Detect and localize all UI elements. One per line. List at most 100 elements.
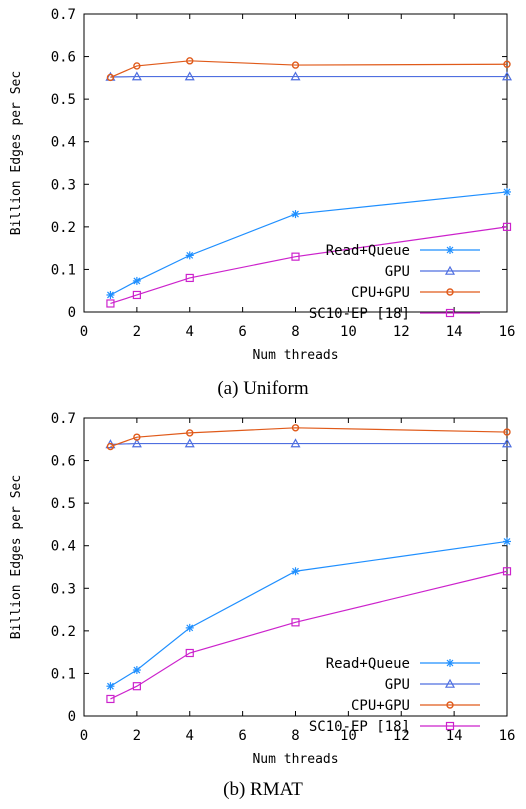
data-point (106, 73, 115, 82)
data-point (291, 210, 300, 219)
data-point (106, 694, 115, 704)
data-point (106, 682, 115, 691)
legend-label: SC10-EP [18] (309, 719, 410, 735)
x-tick-label: 10 (340, 728, 357, 744)
legend-marker (446, 246, 454, 254)
legend-label: Read+Queue (326, 243, 410, 259)
data-point (501, 438, 513, 448)
x-tick-label: 12 (393, 324, 410, 340)
data-point (291, 61, 300, 69)
x-tick-label: 12 (393, 728, 410, 744)
x-tick-label: 4 (186, 324, 194, 340)
legend-marker (444, 265, 456, 275)
data-point (184, 71, 195, 81)
x-axis-label: Num threads (252, 348, 338, 363)
series-line (110, 191, 508, 296)
data-point (132, 666, 141, 675)
legend-label: CPU+GPU (351, 698, 410, 714)
x-tick-label: 8 (291, 728, 299, 744)
x-tick-label: 10 (340, 324, 357, 340)
data-point (184, 438, 195, 448)
data-point (185, 623, 194, 632)
data-point (132, 682, 141, 691)
y-tick-label: 0 (68, 709, 76, 725)
legend-marker (446, 659, 454, 667)
y-axis-label: Billion Edges per Sec (9, 475, 24, 639)
legend-label: GPU (385, 264, 410, 280)
plot-frame (83, 13, 508, 313)
data-point (185, 648, 194, 658)
legend-marker (444, 678, 456, 688)
data-point (290, 71, 301, 81)
y-tick-label: 0.1 (51, 262, 76, 278)
y-tick-label: 0.1 (51, 666, 76, 682)
data-point (502, 567, 512, 576)
x-tick-label: 2 (133, 728, 141, 744)
series-read-queue (106, 537, 511, 691)
legend-marker (445, 721, 455, 731)
plot-frame (83, 417, 508, 717)
y-tick-label: 0 (68, 305, 76, 321)
series-line (110, 540, 508, 687)
data-point (290, 438, 301, 448)
x-tick-label: 2 (133, 324, 141, 340)
legend-label: GPU (385, 677, 410, 693)
legend-label: Read+Queue (326, 656, 410, 672)
data-point (185, 273, 194, 283)
legend-label: SC10-EP [18] (309, 306, 410, 322)
data-point (503, 60, 511, 68)
y-tick-label: 0.3 (51, 581, 76, 597)
x-tick-label: 8 (291, 324, 299, 340)
y-tick-label: 0.3 (51, 177, 76, 193)
y-tick-label: 0.5 (51, 496, 76, 512)
data-point (503, 428, 511, 436)
caption-rmat: (b) RMAT (223, 779, 303, 800)
x-tick-label: 6 (238, 324, 246, 340)
data-point (131, 438, 142, 448)
data-point (186, 429, 194, 437)
data-point (186, 57, 194, 65)
x-tick-label: 14 (446, 728, 463, 744)
x-tick-label: 0 (80, 728, 88, 744)
legend-marker (445, 308, 455, 318)
data-point (291, 424, 300, 432)
data-point (133, 433, 141, 441)
data-point (106, 290, 115, 299)
y-axis-label: Billion Edges per Sec (9, 71, 24, 235)
y-tick-label: 0.5 (51, 92, 76, 108)
x-tick-label: 6 (238, 728, 246, 744)
caption-uniform: (a) Uniform (217, 378, 309, 399)
y-tick-label: 0.7 (51, 7, 76, 23)
data-point (133, 62, 141, 70)
series-gpu (105, 71, 513, 81)
chart-uniform: 0 0.1 0.2 0.3 0.4 0.5 0.6 0.7 0 2 4 6 8 10 12 14 16 Num t… (9, 7, 516, 363)
y-tick-label: 0.4 (51, 539, 76, 555)
chart-rmat: 0 0.1 0.2 0.3 0.4 0.5 0.6 0.7 0 2 4 6 8 10 12 14 16 Num t… (9, 411, 515, 767)
y-tick-label: 0.6 (51, 50, 76, 66)
data-point (131, 71, 142, 81)
x-tick-label: 0 (80, 324, 88, 340)
y-tick-label: 0.2 (51, 624, 76, 640)
series-line (110, 226, 508, 305)
series-line (110, 427, 508, 448)
data-point (291, 252, 300, 261)
data-point (291, 567, 300, 576)
series-sc10-ep-18- (106, 567, 512, 704)
data-point (106, 299, 115, 308)
y-tick-label: 0.7 (51, 411, 76, 427)
series-gpu (105, 438, 513, 449)
data-point (132, 276, 141, 285)
x-tick-label: 16 (499, 324, 516, 340)
data-point (503, 187, 511, 196)
y-tick-label: 0.2 (51, 220, 76, 236)
x-tick-label: 4 (186, 728, 194, 744)
series-line (110, 442, 507, 445)
x-tick-label: 14 (446, 324, 463, 340)
legend-label: CPU+GPU (351, 285, 410, 301)
data-point (501, 71, 513, 81)
data-point (502, 222, 512, 231)
legend-marker (446, 701, 454, 709)
data-point (185, 251, 194, 260)
legend-marker (446, 288, 454, 296)
data-point (132, 290, 141, 300)
